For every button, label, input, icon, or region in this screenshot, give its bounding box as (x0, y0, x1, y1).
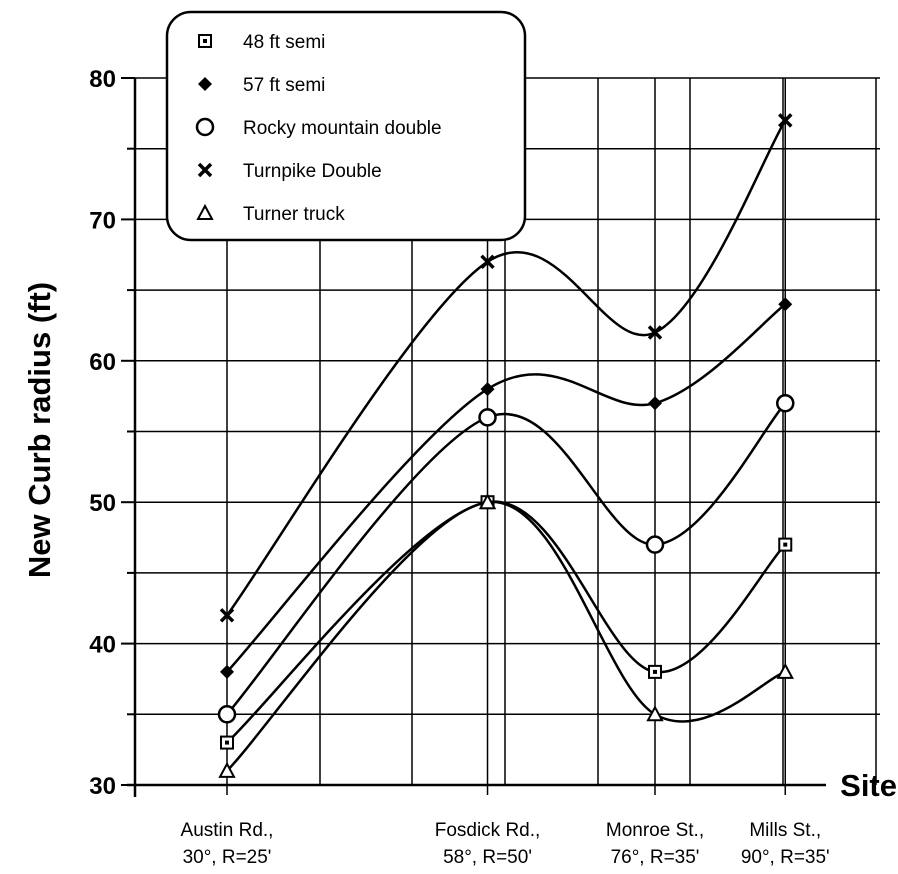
x-tick-label: 30°, R=25' (183, 847, 272, 868)
y-tick-label: 60 (89, 349, 116, 376)
x-tick-label: Fosdick Rd., (435, 820, 541, 841)
data-point (480, 382, 495, 397)
data-point (776, 393, 795, 413)
data-point (778, 537, 793, 552)
legend-marker (196, 203, 214, 220)
series-group (217, 113, 795, 778)
series-line (226, 500, 787, 744)
legend-marker (195, 117, 215, 137)
legend-label: Rocky mountain double (243, 118, 442, 139)
x-tick-label: 90°, R=35' (741, 847, 830, 868)
series-line (226, 303, 787, 673)
data-point (219, 608, 235, 623)
y-tick-label: 50 (89, 490, 116, 517)
x-tick-label: 58°, R=50' (443, 847, 532, 868)
data-point (220, 664, 234, 679)
legend-marker (197, 162, 213, 178)
data-point (648, 396, 662, 411)
y-tick-label: 80 (89, 66, 116, 93)
data-point (778, 297, 793, 312)
data-point (220, 735, 234, 750)
legend-label: 57 ft semi (243, 75, 325, 96)
data-point (645, 535, 665, 554)
y-tick-label: 30 (89, 773, 116, 800)
data-point (478, 493, 497, 510)
x-tick-label: Monroe St., (606, 820, 704, 841)
series-line (225, 119, 787, 617)
y-axis-label: New Curb radius (ft) (22, 282, 57, 578)
data-point (478, 408, 497, 427)
x-tick-labels: Austin Rd., 30°, R=25' Fosdick Rd., 58°, R=… (181, 820, 830, 868)
y-tick-label: 70 (89, 207, 116, 234)
legend-box (165, 10, 527, 242)
legend: 48 ft semi 57 ft semi Rocky mountain doubl… (165, 10, 527, 242)
x-tick-label: Mills St., (749, 820, 821, 841)
data-point (647, 325, 663, 340)
legend-marker (198, 77, 212, 91)
y-tick-label: 40 (89, 632, 116, 659)
data-point (646, 705, 664, 722)
legend-label: Turnpike Double (243, 161, 382, 182)
data-point (776, 662, 794, 679)
data-point (648, 664, 662, 679)
legend-label: 48 ft semi (243, 32, 325, 53)
y-tick-labels: 30 40 50 60 70 80 (89, 66, 116, 800)
x-tick-label: 76°, R=35' (611, 847, 700, 868)
x-tick-label: Austin Rd., (181, 820, 274, 841)
data-point (217, 705, 237, 724)
data-point (218, 761, 236, 778)
axes (121, 77, 826, 797)
legend-label: Turner truck (243, 204, 345, 225)
series-line (226, 500, 786, 772)
series-line (226, 402, 787, 716)
data-point (480, 254, 495, 270)
x-axis-label: Site (840, 768, 897, 803)
data-point (778, 113, 793, 128)
legend-marker (198, 34, 212, 48)
